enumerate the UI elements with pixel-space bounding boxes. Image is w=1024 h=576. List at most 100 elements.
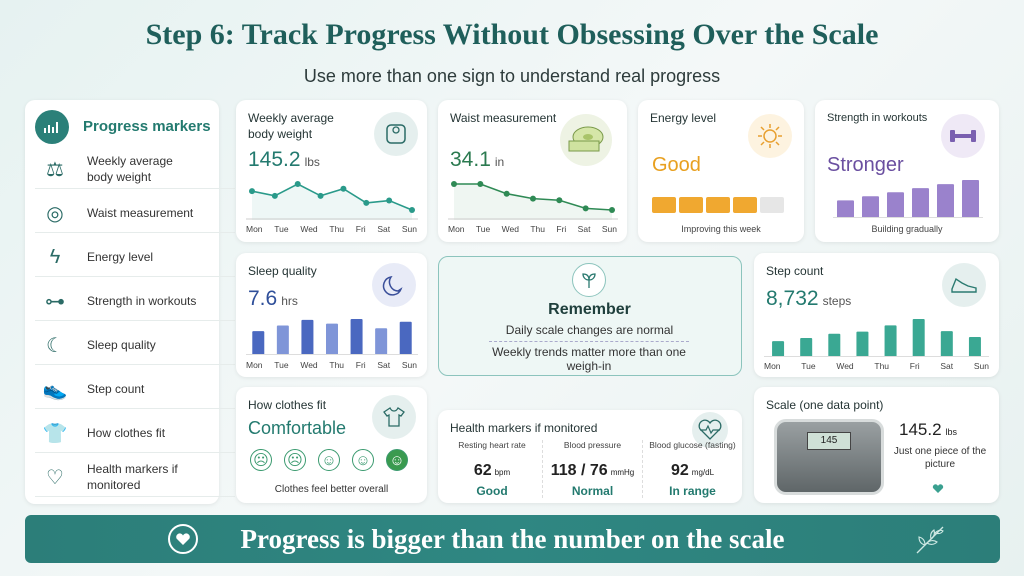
day-label: Mon <box>448 224 465 234</box>
metric-unit: mg/dL <box>691 468 715 477</box>
shoe-icon <box>942 263 986 307</box>
sleep-card: Sleep quality 7.6 hrs Mon Tue Wed Thu Fri Sat S… <box>236 253 427 377</box>
data-point <box>271 192 278 199</box>
data-point <box>582 205 589 212</box>
sidebar-item[interactable]: 👕 How clothes fit <box>35 414 235 453</box>
area-fill <box>252 184 412 220</box>
energy-bar <box>679 197 703 213</box>
scale-title: Scale (one data point) <box>766 398 884 412</box>
metric-label: Blood glucose (fasting) <box>649 440 736 450</box>
sidebar-heading: Progress markers <box>83 118 211 135</box>
day-label: Thu <box>874 361 890 371</box>
weight-value: 145.2 <box>248 148 301 171</box>
data-point <box>609 207 615 213</box>
waist-line-chart <box>448 181 618 220</box>
steps-value: 8,732 <box>766 287 819 310</box>
page-title: Step 6: Track Progress Without Obsessing… <box>145 18 879 51</box>
clothes-caption: Clothes feel better overall <box>274 484 389 495</box>
heart-icon <box>168 524 198 554</box>
sidebar-item[interactable]: ♡ Health markers if monitored <box>35 458 235 497</box>
shoe-icon: 👟 <box>42 378 68 401</box>
day-label: Tue <box>274 224 289 234</box>
remember-title: Remember <box>548 301 631 318</box>
strength-bar-chart <box>833 180 983 218</box>
day-label: Tue <box>274 360 289 370</box>
data-point <box>530 195 536 202</box>
sidebar-item[interactable]: ϟ Energy level <box>35 238 235 277</box>
fit-rating: ☹ ☹ ☺ ☺ ☺ <box>250 449 408 471</box>
metric-value: 62 <box>473 462 492 479</box>
divider <box>489 341 689 342</box>
bar <box>326 323 338 355</box>
sidebar-item[interactable]: 👟 Step count <box>35 370 235 409</box>
day-label: Tue <box>475 224 491 234</box>
bar <box>887 192 904 218</box>
remember-box: Remember Daily scale changes are normal … <box>438 256 742 376</box>
bottom-banner: Progress is bigger than the number on th… <box>25 515 1000 563</box>
day-label: Sat <box>940 361 954 371</box>
data-point <box>294 181 301 187</box>
metric-status: Normal <box>571 484 614 498</box>
heart-pulse-icon <box>692 412 728 448</box>
bar <box>884 325 897 357</box>
energy-bars <box>652 197 784 213</box>
weight-title: Weekly average body weight <box>248 111 334 141</box>
sun-icon <box>748 114 792 158</box>
sidebar-item[interactable]: ☾ Sleep quality <box>35 326 235 365</box>
steps-bar-chart <box>764 319 989 357</box>
day-label: Tue <box>801 361 816 371</box>
sleep-days: Mon Tue Wed Thu Fri Sat Sun <box>246 360 417 370</box>
sidebar-item[interactable]: ⊶ Strength in workouts <box>35 282 235 321</box>
day-label: Fri <box>355 224 366 234</box>
fit-face-rating[interactable]: ☺ <box>352 449 374 471</box>
day-label: Mon <box>246 360 263 370</box>
energy-title: Energy level <box>650 111 717 125</box>
bar <box>837 200 854 218</box>
scale-card: Scale (one data point) 145 145.2 lbs Just… <box>754 387 999 503</box>
data-point <box>409 207 415 213</box>
data-point <box>503 190 510 197</box>
moon-icon <box>372 263 416 307</box>
strength-card: Strength in workouts Stronger Building g… <box>815 100 999 242</box>
weight-days: Mon Tue Wed Thu Fri Sat Sun <box>246 224 417 234</box>
sidebar-item[interactable]: ⚖ Weekly average body weight <box>35 150 235 189</box>
data-point <box>556 197 563 204</box>
day-label: Thu <box>329 360 345 370</box>
page-subtitle: Use more than one sign to understand rea… <box>303 66 721 86</box>
heart-icon <box>932 484 944 493</box>
bar <box>399 321 412 355</box>
sleep-title: Sleep quality <box>248 264 317 278</box>
scale-unit: lbs <box>945 427 958 437</box>
sleep-bar-chart <box>246 319 418 355</box>
health-metric: Blood glucose (fasting) 92 mg/dL In range <box>642 440 742 498</box>
bar <box>800 338 813 357</box>
tape-measure-icon: ◎ <box>46 202 64 225</box>
data-point <box>477 181 484 187</box>
sidebar-item[interactable]: ◎ Waist measurement <box>35 194 235 233</box>
health-metric: Blood pressure 118 / 76 mmHg Normal <box>542 440 642 498</box>
sidebar-item-label: Energy level <box>87 250 154 264</box>
bar <box>350 319 363 355</box>
day-label: Sun <box>401 224 417 234</box>
fit-face-rating[interactable]: ☹ <box>284 449 306 471</box>
strength-caption: Building gradually <box>871 224 943 234</box>
dumbbell-icon <box>941 114 985 158</box>
fit-face-rating[interactable]: ☺ <box>318 449 340 471</box>
data-point <box>317 192 324 199</box>
strength-title: Strength in workouts <box>827 112 928 124</box>
sidebar-item-label: Health markers if monitored <box>87 462 178 492</box>
fit-face-rating[interactable]: ☺ <box>386 449 408 471</box>
sprout-icon <box>572 263 606 297</box>
waist-title: Waist measurement <box>450 111 557 125</box>
day-label: Sun <box>401 360 417 370</box>
sleep-value: 7.6 <box>248 287 278 310</box>
metric-unit: mmHg <box>610 468 635 477</box>
health-title: Health markers if monitored <box>450 421 598 435</box>
bar <box>862 196 879 218</box>
sidebar-item-label: Sleep quality <box>87 338 156 352</box>
fit-face-rating[interactable]: ☹ <box>250 449 272 471</box>
day-label: Sat <box>377 360 391 370</box>
clothes-value: Comfortable <box>248 418 347 438</box>
shirt-icon <box>372 395 416 439</box>
day-label: Sun <box>973 361 989 371</box>
